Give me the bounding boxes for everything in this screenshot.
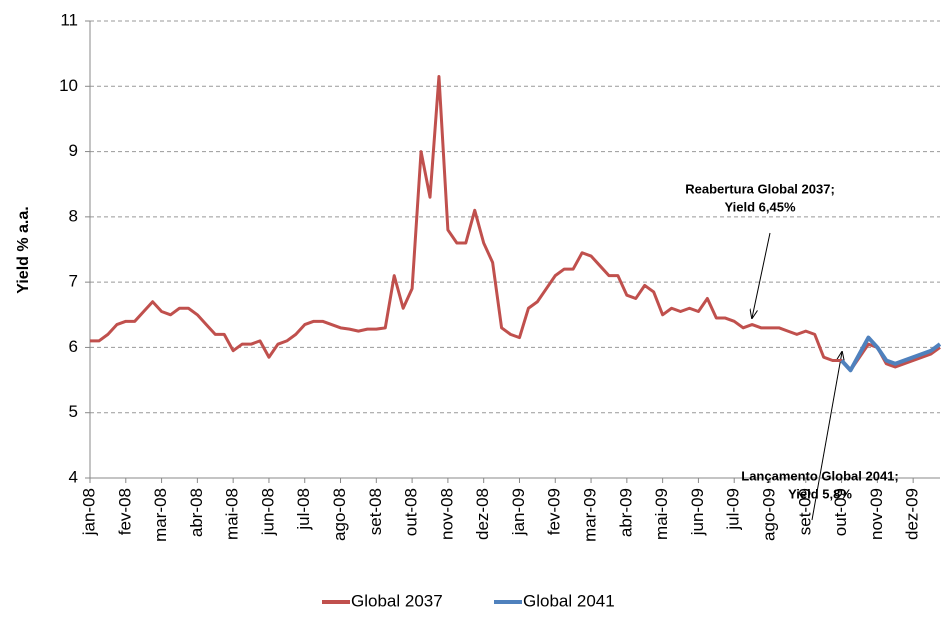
annotation: Reabertura Global 2037; <box>685 181 835 196</box>
x-tick-label: ago-09 <box>759 488 778 541</box>
legend-label: Global 2041 <box>523 591 615 610</box>
x-tick-label: mar-08 <box>151 488 170 542</box>
x-tick-label: out-08 <box>402 488 421 536</box>
x-tick-label: nov-09 <box>867 488 886 540</box>
annotation: Lançamento Global 2041; <box>741 468 899 483</box>
y-tick-label: 11 <box>60 10 78 29</box>
series-line <box>840 335 941 373</box>
annotation: Yield 6,45% <box>724 199 795 214</box>
y-tick-label: 9 <box>69 141 78 160</box>
x-tick-label: mai-09 <box>652 488 671 540</box>
x-tick-label: ago-08 <box>330 488 349 541</box>
x-tick-label: jul-09 <box>724 488 743 531</box>
y-tick-label: 4 <box>69 467 78 486</box>
legend-label: Global 2037 <box>351 591 443 610</box>
y-tick-label: 10 <box>59 76 78 95</box>
annotation-arrow <box>811 352 842 521</box>
x-tick-label: abr-08 <box>187 488 206 537</box>
x-tick-label: fev-08 <box>115 488 134 535</box>
x-tick-label: mar-09 <box>581 488 600 542</box>
y-tick-label: 6 <box>69 337 78 356</box>
x-tick-label: dez-09 <box>903 488 922 540</box>
x-tick-label: set-08 <box>366 488 385 535</box>
x-tick-label: fev-09 <box>545 488 564 535</box>
x-tick-label: abr-09 <box>616 488 635 537</box>
x-tick-label: set-09 <box>795 488 814 535</box>
x-tick-label: jan-09 <box>509 488 528 536</box>
x-tick-label: nov-08 <box>437 488 456 540</box>
x-tick-label: out-09 <box>831 488 850 536</box>
x-tick-label: mai-08 <box>223 488 242 540</box>
annotation-arrow <box>752 232 771 318</box>
x-tick-label: jun-08 <box>258 488 277 536</box>
x-tick-label: dez-08 <box>473 488 492 540</box>
y-axis-label: Yield % a.a. <box>15 206 32 293</box>
annotation: Yield 5,8% <box>788 486 852 501</box>
y-tick-label: 5 <box>69 402 78 421</box>
series-line <box>90 74 941 372</box>
y-tick-label: 8 <box>69 206 78 225</box>
x-tick-label: jun-09 <box>688 488 707 536</box>
x-tick-label: jul-08 <box>294 488 313 531</box>
x-tick-label: jan-08 <box>79 488 98 536</box>
y-tick-label: 7 <box>69 272 78 291</box>
